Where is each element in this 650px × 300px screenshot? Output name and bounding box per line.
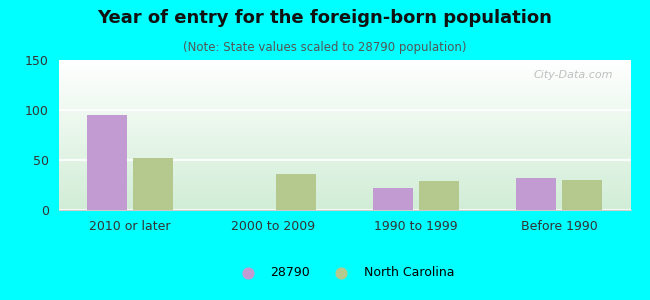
Bar [87,115,127,210]
Text: (Note: State values scaled to 28790 population): (Note: State values scaled to 28790 popu… [183,40,467,53]
Bar [419,181,459,210]
Legend: 28790, North Carolina: 28790, North Carolina [230,261,459,284]
Bar [373,188,413,210]
Text: Year of entry for the foreign-born population: Year of entry for the foreign-born popul… [98,9,552,27]
Bar [133,158,173,210]
Bar [276,174,316,210]
Bar [562,180,602,210]
Text: City-Data.com: City-Data.com [534,70,614,80]
Bar [516,178,556,210]
